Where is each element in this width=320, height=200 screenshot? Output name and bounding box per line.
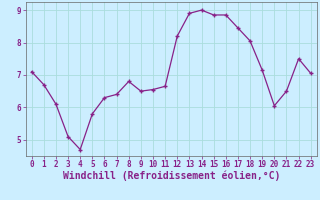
X-axis label: Windchill (Refroidissement éolien,°C): Windchill (Refroidissement éolien,°C) [62, 171, 280, 181]
